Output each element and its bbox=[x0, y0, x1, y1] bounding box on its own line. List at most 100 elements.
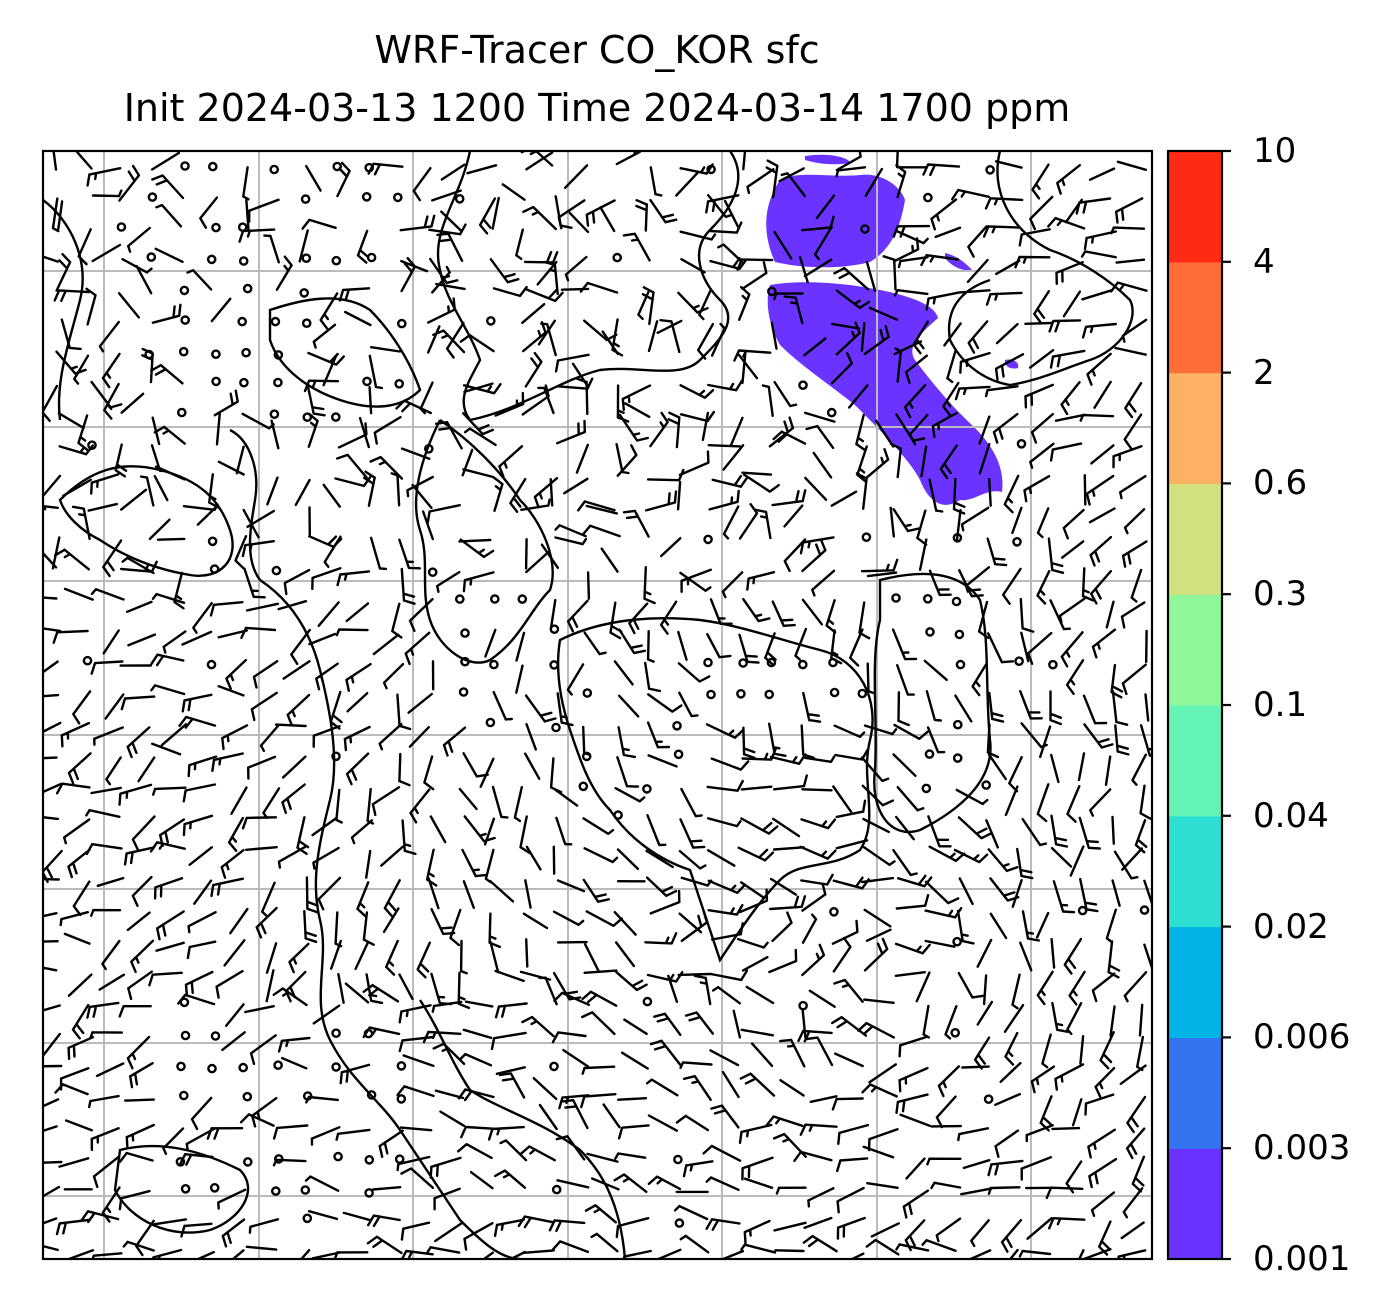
calm-wind-circle bbox=[207, 536, 218, 547]
wind-barb bbox=[515, 631, 526, 662]
wind-barb bbox=[1090, 1191, 1116, 1217]
calm-wind-circle bbox=[180, 1030, 191, 1041]
wind-barb bbox=[960, 506, 990, 532]
calm-wind-circle bbox=[703, 534, 713, 545]
wind-barb bbox=[124, 1098, 155, 1102]
colorbar-ticks bbox=[1222, 149, 1231, 1261]
wind-barb bbox=[231, 1249, 245, 1259]
wind-barb bbox=[525, 723, 537, 751]
wind-barb bbox=[371, 786, 401, 817]
wind-barb bbox=[765, 159, 779, 199]
calm-wind-circle bbox=[207, 1063, 217, 1074]
wind-barb bbox=[1091, 972, 1116, 1003]
wind-barb bbox=[895, 815, 915, 841]
wind-barb bbox=[721, 571, 744, 599]
wind-barb bbox=[125, 1123, 155, 1150]
wind-barb bbox=[426, 504, 461, 524]
wind-barb bbox=[741, 1156, 774, 1181]
wind-barb bbox=[837, 1123, 870, 1145]
wind-barb bbox=[1003, 1004, 1025, 1033]
wind-barb bbox=[196, 505, 219, 526]
wind-barb bbox=[1019, 597, 1035, 633]
colorbar-tick-label: 0.04 bbox=[1253, 795, 1329, 836]
wind-barb bbox=[89, 1031, 123, 1040]
calm-wind-circle bbox=[923, 192, 933, 203]
wind-barb bbox=[524, 879, 532, 909]
wind-barb bbox=[1016, 847, 1034, 880]
wind-barb bbox=[1111, 690, 1129, 726]
wind-barb bbox=[741, 350, 747, 384]
wind-barb bbox=[400, 447, 431, 460]
wind-barb bbox=[861, 1083, 898, 1098]
wind-barb bbox=[952, 477, 966, 515]
wind-barb bbox=[118, 1005, 152, 1018]
wind-barb bbox=[310, 1126, 341, 1146]
wind-barb bbox=[365, 849, 372, 879]
wind-barb bbox=[427, 297, 456, 324]
calm-wind-circle bbox=[269, 164, 280, 175]
wind-barb bbox=[90, 660, 124, 675]
wind-barb bbox=[897, 256, 929, 269]
wind-barb bbox=[549, 478, 554, 507]
wind-barb bbox=[521, 1015, 555, 1038]
wind-barb bbox=[805, 424, 835, 450]
wind-barb bbox=[892, 508, 920, 533]
colorbar-segment bbox=[1168, 372, 1222, 484]
wind-barb bbox=[71, 1003, 90, 1040]
wind-barb bbox=[537, 386, 555, 415]
wind-barb bbox=[240, 626, 277, 640]
wind-barb bbox=[540, 543, 560, 569]
wind-barb bbox=[680, 787, 703, 818]
wind-barb bbox=[800, 215, 835, 232]
wind-barb bbox=[717, 243, 745, 264]
calm-wind-circle bbox=[144, 349, 154, 360]
calm-wind-circle bbox=[925, 627, 935, 637]
wind-barb bbox=[987, 632, 1015, 664]
wind-barb bbox=[679, 230, 717, 241]
wind-barb bbox=[677, 972, 712, 977]
wind-barb bbox=[126, 911, 151, 932]
wind-barb bbox=[126, 226, 151, 253]
wind-barb bbox=[120, 488, 148, 511]
wind-barb bbox=[1036, 570, 1051, 605]
wind-barb bbox=[338, 287, 371, 302]
wind-barb bbox=[624, 402, 651, 418]
wind-barb bbox=[863, 325, 890, 356]
wind-barb bbox=[43, 1217, 58, 1225]
wind-barb bbox=[73, 354, 90, 385]
wind-barb bbox=[370, 346, 402, 353]
wind-barb bbox=[1023, 475, 1051, 503]
wind-barb bbox=[649, 889, 681, 915]
wind-barb bbox=[43, 816, 60, 821]
wind-barb bbox=[705, 723, 745, 739]
wind-barb bbox=[334, 475, 372, 488]
wind-barb bbox=[154, 465, 186, 481]
wind-barb bbox=[995, 259, 1021, 276]
wind-barb bbox=[801, 1008, 807, 1039]
wind-barb bbox=[209, 601, 244, 617]
wind-barb bbox=[95, 1062, 125, 1078]
wind-barb bbox=[676, 480, 682, 511]
wind-barb bbox=[245, 198, 250, 232]
wind-barb bbox=[1071, 1098, 1083, 1127]
wind-barb bbox=[323, 535, 342, 568]
calm-wind-circle bbox=[891, 593, 901, 603]
wind-barb bbox=[494, 1169, 527, 1189]
wind-barb bbox=[492, 476, 504, 512]
calm-wind-circle bbox=[706, 164, 716, 175]
wind-barb bbox=[1056, 164, 1081, 195]
calm-wind-circle bbox=[642, 784, 652, 794]
wind-barb bbox=[537, 319, 556, 346]
wind-barb bbox=[925, 291, 959, 311]
wind-barb bbox=[737, 353, 759, 380]
wind-barb bbox=[836, 1186, 865, 1214]
calm-wind-circle bbox=[302, 1213, 313, 1224]
wind-barb bbox=[722, 444, 745, 471]
wind-barb bbox=[64, 1119, 93, 1132]
wind-barb bbox=[889, 506, 895, 538]
wind-barb bbox=[729, 416, 744, 447]
map-frame bbox=[41, 149, 1154, 1261]
wind-barb bbox=[117, 292, 140, 319]
wind-barb bbox=[710, 757, 750, 771]
colorbar-segment bbox=[1168, 705, 1222, 817]
